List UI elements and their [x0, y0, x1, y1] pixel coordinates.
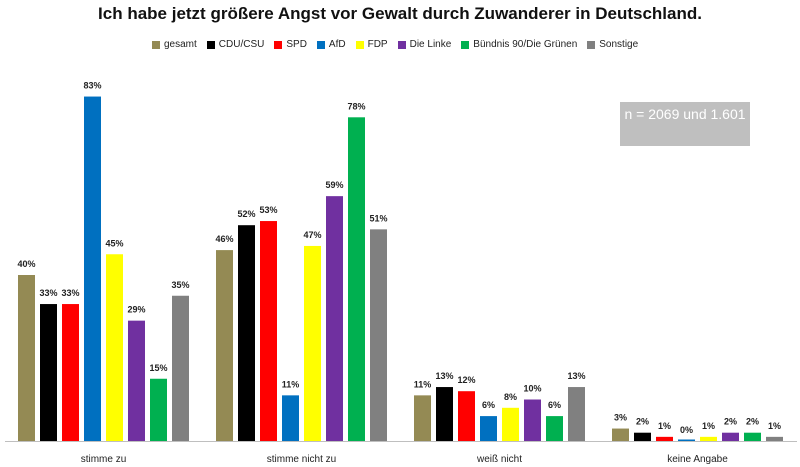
legend-label: Sonstige — [599, 39, 639, 50]
data-label: 45% — [105, 238, 123, 248]
legend-label: CDU/CSU — [218, 39, 265, 50]
bar — [18, 275, 35, 441]
bar — [722, 432, 739, 441]
bar — [480, 416, 497, 441]
data-label: 1% — [702, 421, 715, 431]
sample-size-box: n = 2069 und 1.601 — [620, 102, 750, 146]
bar — [40, 304, 57, 441]
data-label: 13% — [567, 371, 585, 381]
data-label: 11% — [414, 379, 432, 389]
bar — [678, 439, 695, 441]
bar — [172, 295, 189, 441]
data-label: 2% — [746, 417, 759, 427]
bar — [348, 117, 365, 442]
bar — [260, 221, 277, 441]
data-label: 15% — [149, 363, 167, 373]
legend-label: AfD — [328, 39, 346, 50]
legend: gesamt CDU/CSU SPD AfD FDP Die Linke Bündnis 9… — [152, 39, 638, 50]
bar — [546, 416, 563, 441]
category-label: stimme nicht zu — [267, 454, 336, 465]
bar — [634, 432, 651, 441]
data-label: 3% — [614, 413, 627, 423]
data-label: 1% — [658, 421, 671, 431]
data-label: 46% — [215, 234, 233, 244]
bar — [238, 225, 255, 441]
data-label: 52% — [237, 209, 255, 219]
bar — [150, 378, 167, 441]
category-label: stimme zu — [81, 454, 127, 465]
legend-item: FDP — [355, 39, 388, 50]
legend-label: SPD — [286, 39, 307, 50]
data-label: 51% — [369, 213, 387, 223]
legend-swatch — [461, 40, 470, 49]
bar — [458, 391, 475, 441]
bar — [744, 432, 761, 441]
legend-label: Die Linke — [409, 39, 452, 50]
legend-label: FDP — [367, 39, 388, 50]
legend-item: Die Linke — [397, 39, 452, 50]
legend-item: Bündnis 90/Die Grünen — [461, 39, 577, 50]
bar — [612, 428, 629, 441]
legend-item: AfD — [316, 39, 346, 50]
category-label: weiß nicht — [476, 454, 522, 465]
data-label: 2% — [636, 417, 649, 427]
bar — [84, 96, 101, 442]
bar — [128, 320, 145, 441]
bar — [766, 436, 783, 441]
legend-swatch — [397, 40, 406, 49]
legend-item: CDU/CSU — [206, 39, 265, 50]
bar — [304, 245, 321, 441]
data-label: 1% — [768, 421, 781, 431]
data-label: 59% — [325, 180, 343, 190]
bar — [326, 196, 343, 441]
legend-swatch — [587, 40, 596, 49]
legend-label: Bündnis 90/Die Grünen — [473, 39, 578, 50]
bar — [370, 229, 387, 441]
legend-item: SPD — [274, 39, 307, 50]
data-label: 33% — [61, 288, 79, 298]
data-label: 53% — [259, 205, 277, 215]
data-label: 12% — [457, 375, 475, 385]
legend-item: Sonstige — [587, 39, 638, 50]
bar — [216, 250, 233, 441]
data-label: 35% — [171, 280, 189, 290]
data-label: 40% — [17, 259, 35, 269]
data-label: 6% — [548, 400, 561, 410]
bar — [436, 387, 453, 441]
bar — [700, 436, 717, 441]
category-label: keine Angabe — [667, 454, 728, 465]
data-label: 8% — [504, 392, 517, 402]
legend-label: gesamt — [164, 39, 197, 50]
data-label: 47% — [303, 230, 321, 240]
bar — [524, 399, 541, 441]
data-label: 10% — [523, 384, 541, 394]
legend-swatch — [152, 40, 160, 49]
legend-item: gesamt — [152, 39, 197, 50]
data-label: 13% — [435, 371, 453, 381]
data-label: 6% — [482, 400, 495, 410]
legend-swatch — [274, 40, 283, 49]
data-label: 0% — [680, 425, 693, 435]
data-label: 33% — [39, 288, 57, 298]
data-label: 78% — [347, 101, 365, 111]
bar — [414, 395, 431, 441]
legend-swatch — [206, 40, 215, 49]
data-label: 83% — [83, 81, 101, 91]
bar — [106, 254, 123, 441]
bar — [568, 387, 585, 441]
legend-swatch — [355, 40, 364, 49]
legend-swatch — [316, 40, 325, 49]
chart-title: Ich habe jetzt größere Angst vor Gewalt … — [98, 4, 702, 23]
data-label: 11% — [282, 379, 300, 389]
bar — [502, 407, 519, 441]
bar — [656, 436, 673, 441]
bar — [62, 304, 79, 441]
data-label: 2% — [724, 417, 737, 427]
bar — [282, 395, 299, 441]
data-label: 29% — [127, 305, 145, 315]
